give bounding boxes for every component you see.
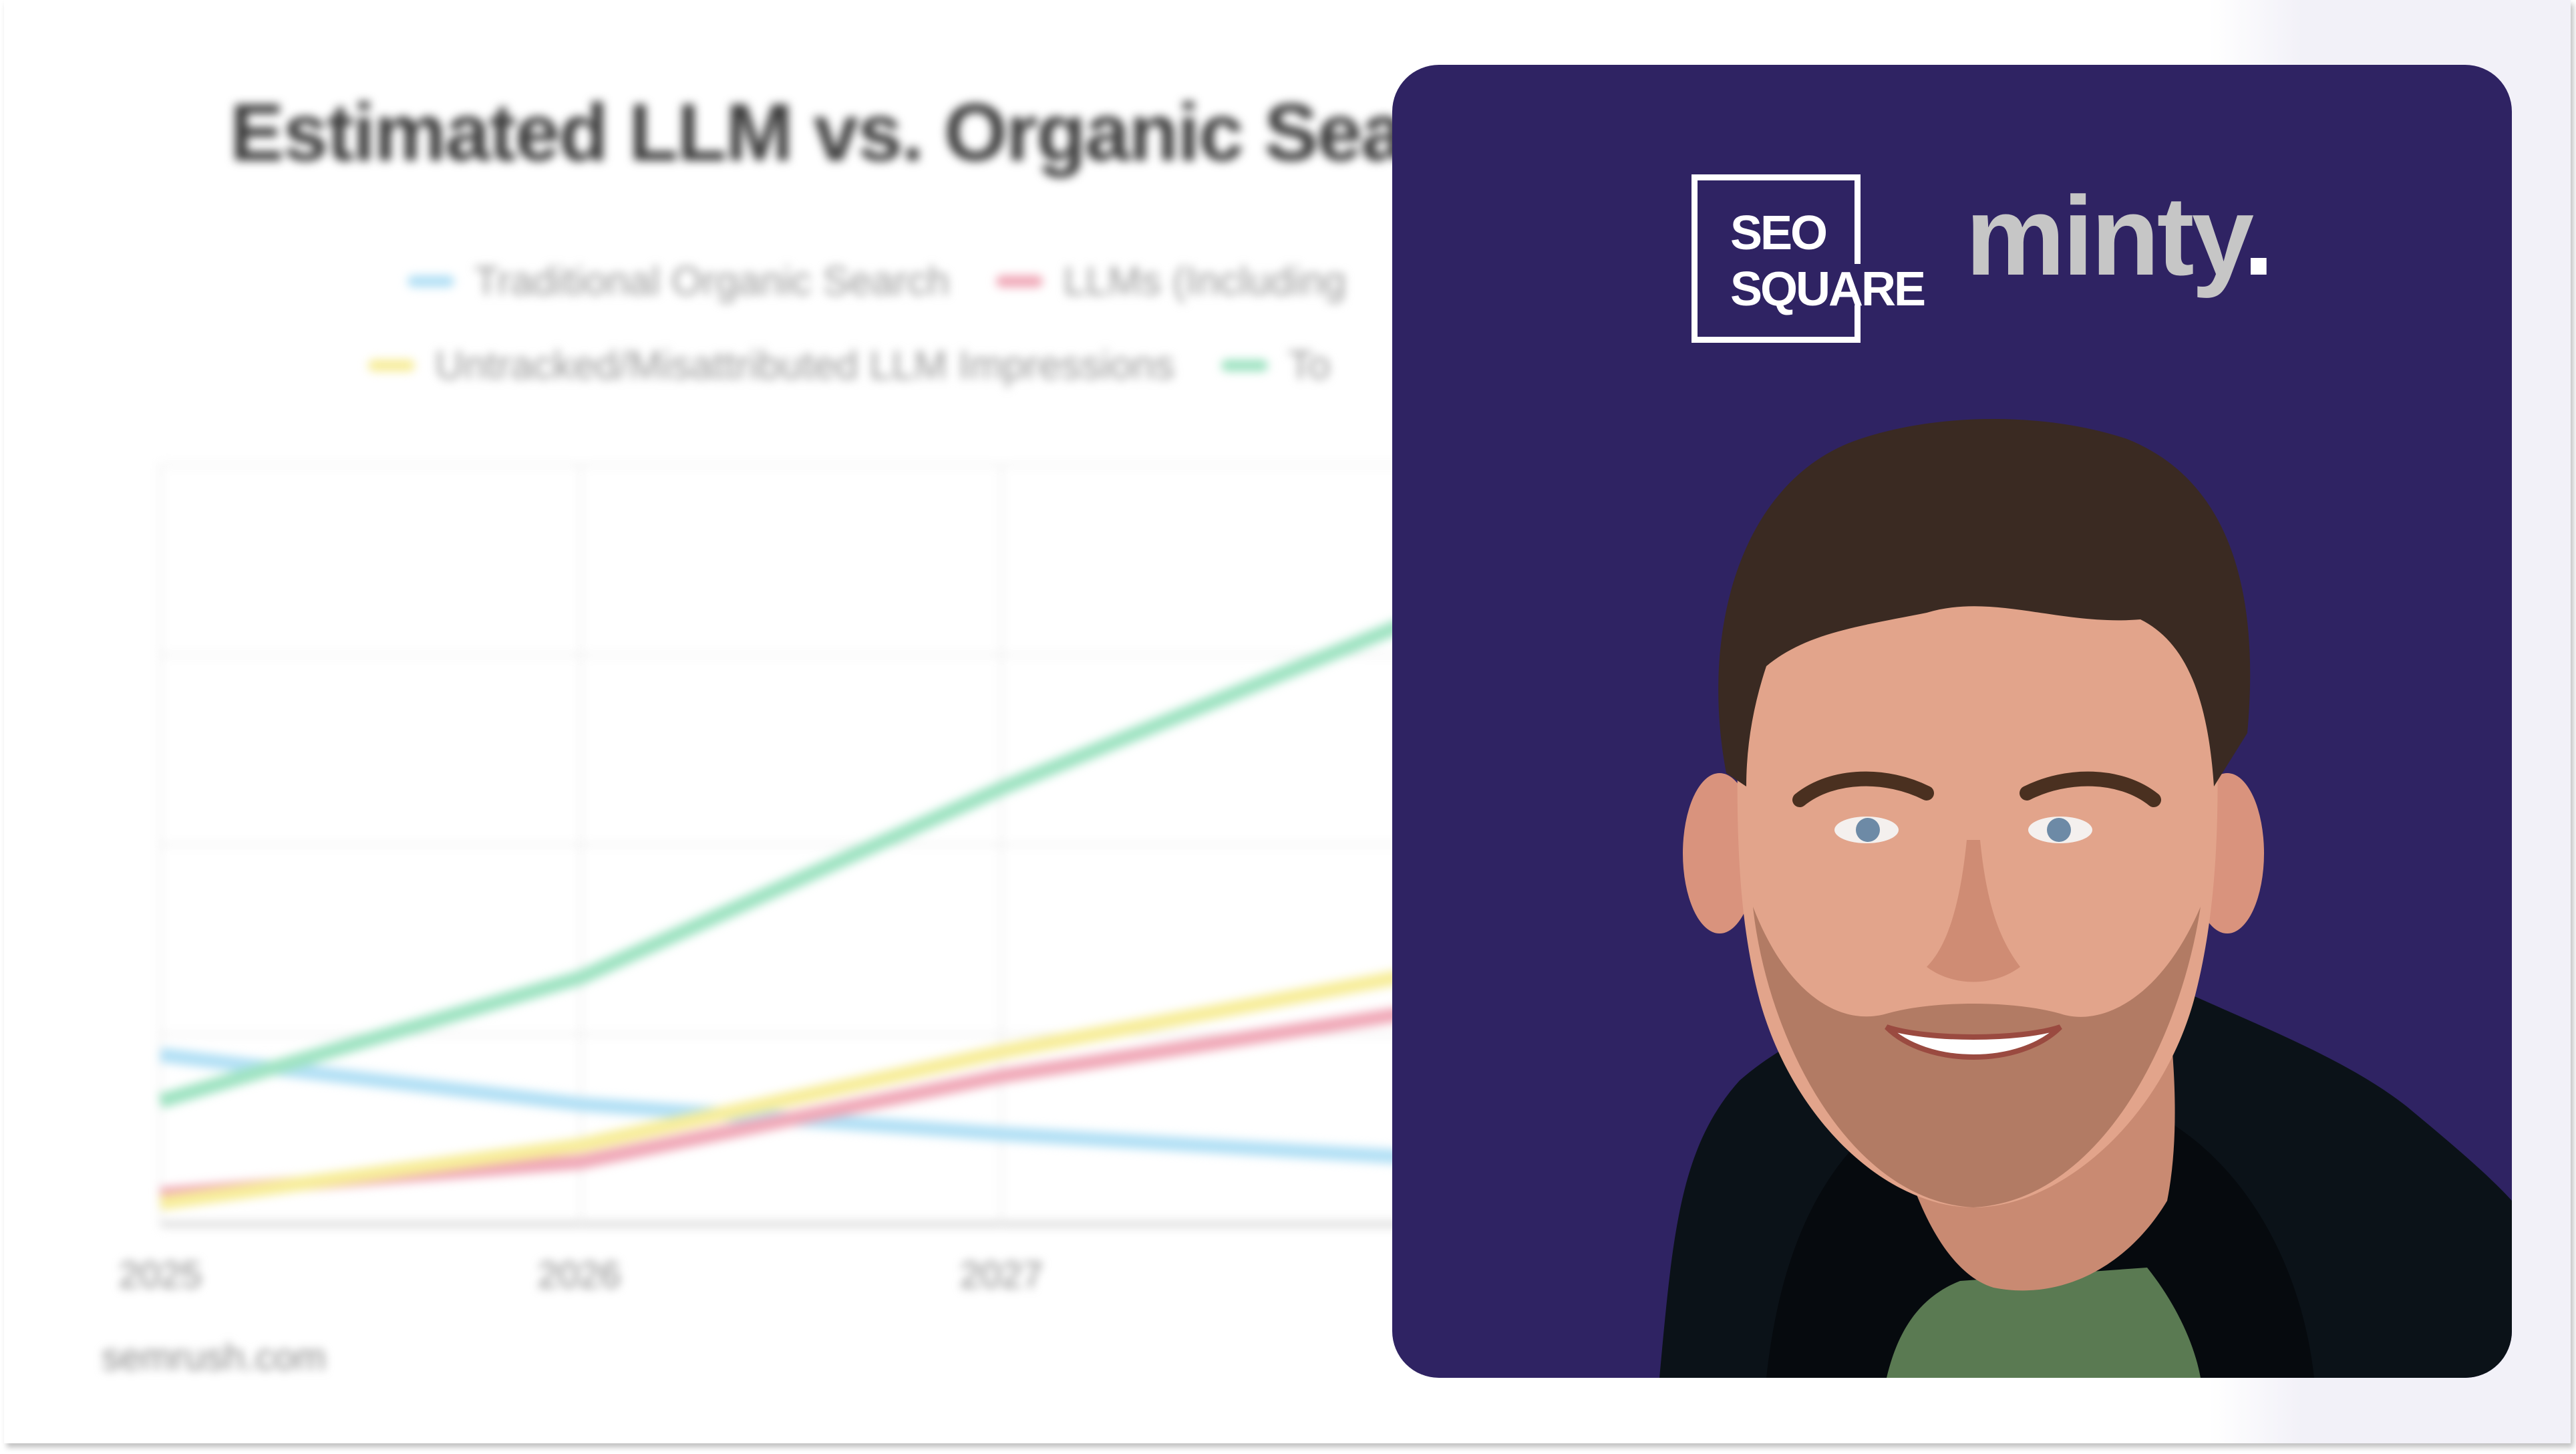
iris-right [2047, 818, 2071, 842]
legend-item: To [1221, 342, 1330, 388]
speaker-card: SEO SQUARE minty. [1392, 65, 2512, 1378]
series-line [159, 966, 1424, 1211]
mouth [1885, 1024, 2062, 1060]
eyebrow-right [2020, 771, 2161, 807]
legend-label: Untracked/Misattributed LLM Impressions [435, 343, 1175, 388]
iris-left [1856, 818, 1880, 842]
legend-row: Untracked/Misattributed LLM Impressions … [368, 342, 1377, 388]
seo-square-logo: SEO SQUARE [1692, 174, 1926, 343]
minty-logo-text: minty [1965, 173, 2246, 299]
x-tick-label: 2025 [118, 1254, 202, 1296]
legend-item: LLMs (Including [996, 258, 1346, 304]
legend-item: Traditional Organic Search [408, 258, 949, 304]
series-line [158, 610, 1425, 1109]
chart-title: Estimated LLM vs. Organic Search [230, 87, 1529, 178]
speaker-photo [1659, 419, 2512, 1378]
seo-logo-frame [1692, 174, 1861, 343]
blurred-chart: Estimated LLM vs. Organic Search Traditi… [4, 0, 2302, 1443]
hair [1718, 419, 2251, 786]
legend-label: To [1288, 343, 1331, 388]
seo-logo-text: SEO SQUARE [1730, 206, 1926, 316]
x-tick-label: 2027 [959, 1254, 1043, 1296]
legend-swatch [996, 275, 1043, 287]
legend-swatch [408, 275, 454, 287]
legend-row: Traditional Organic Search LLMs (Includi… [408, 258, 1393, 304]
chart-source: semrush.com [102, 1336, 327, 1378]
slide-frame: Estimated LLM vs. Organic Search Traditi… [4, 0, 2571, 1443]
legend-swatch [1221, 359, 1269, 372]
t-shirt [1887, 1268, 2201, 1378]
minty-logo-dot: . [2243, 173, 2275, 299]
series-line [159, 1047, 1423, 1166]
legend-item: Untracked/Misattributed LLM Impressions [368, 342, 1174, 388]
nose [1927, 840, 2020, 982]
x-tick-label: 2026 [537, 1254, 621, 1296]
legend-label: Traditional Organic Search [474, 259, 950, 303]
minty-logo: minty. [1965, 180, 2274, 292]
legend-swatch [368, 359, 415, 372]
eyebrow-left [1792, 771, 1934, 807]
seo-logo-gap [1849, 264, 1863, 305]
legend-label: LLMs (Including [1063, 259, 1346, 303]
